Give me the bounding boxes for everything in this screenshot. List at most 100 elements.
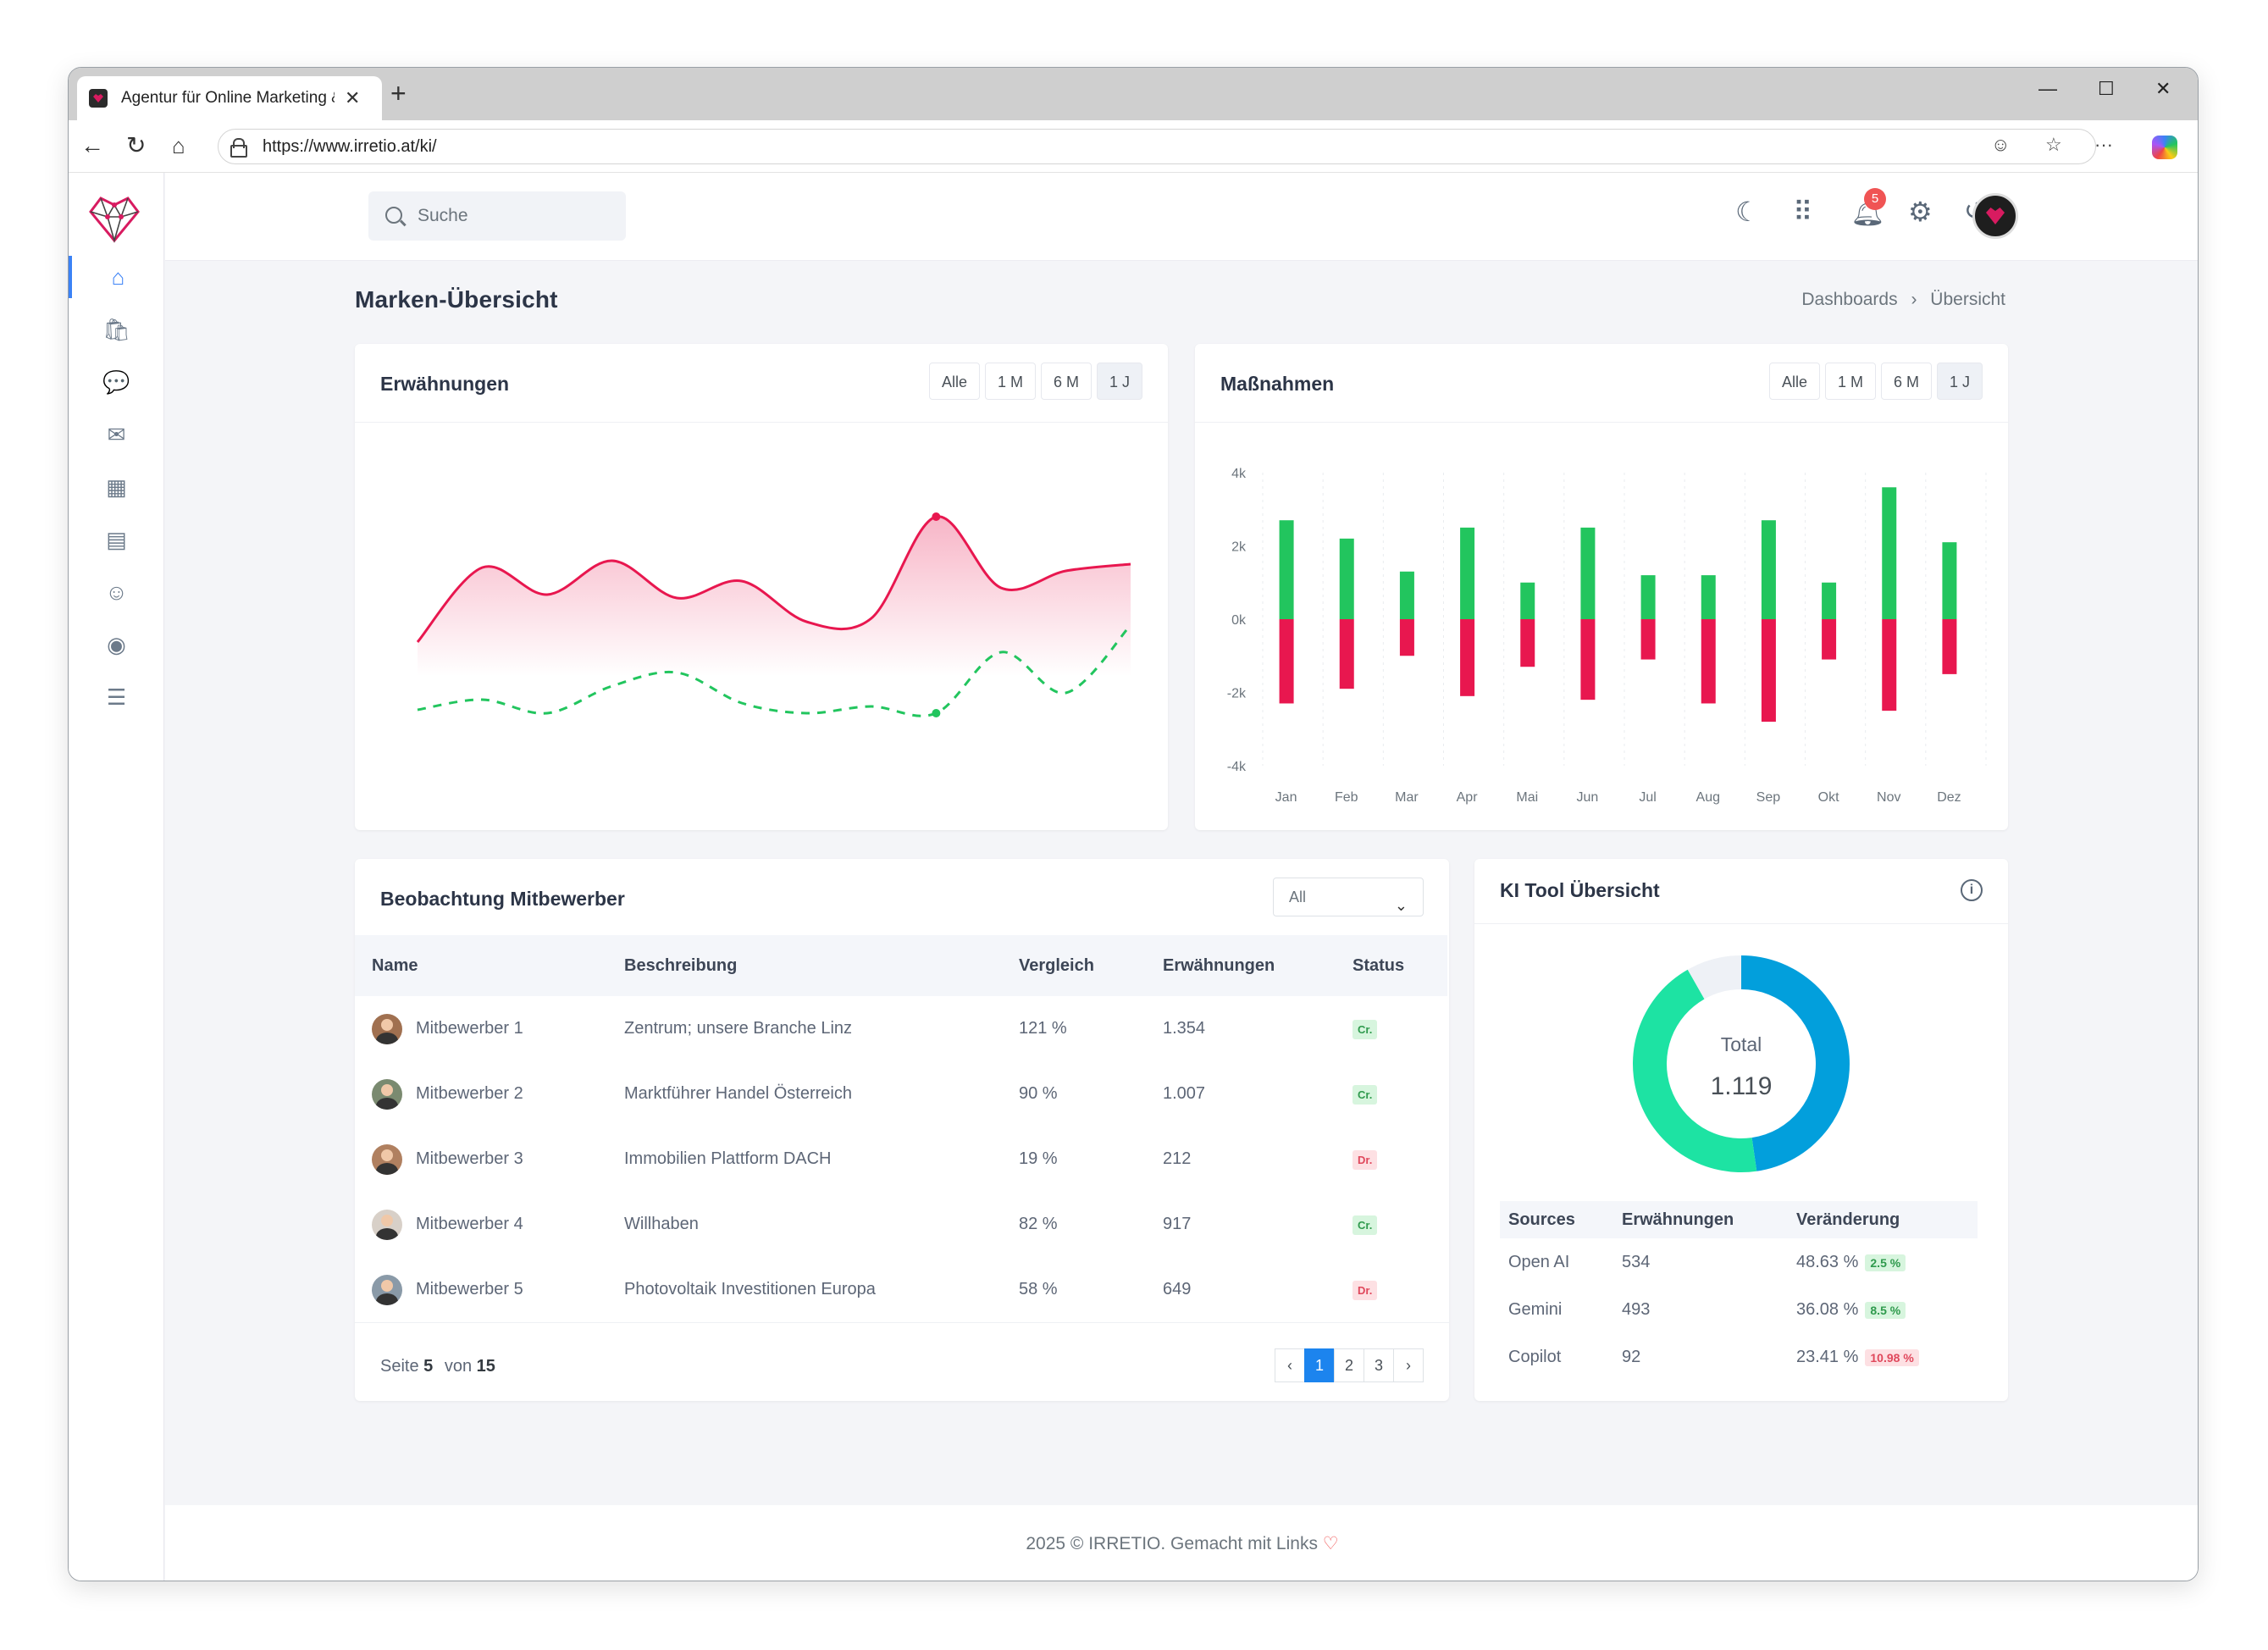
range-1m-button[interactable]: 1 M [1824, 363, 1876, 400]
shopping-bag-icon: 🛍 [102, 316, 130, 342]
col-status[interactable]: Status [1336, 935, 1447, 996]
bar-positive [1942, 542, 1957, 619]
competitor-mentions: 917 [1163, 1215, 1192, 1233]
x-tick-label: Apr [1457, 790, 1479, 805]
breadcrumb-root[interactable]: Dashboards [1801, 290, 1898, 309]
source-share: 23.41 % [1796, 1347, 1859, 1366]
table-header-row: Name Beschreibung Vergleich Erwähnungen … [355, 935, 1447, 996]
table-row[interactable]: Mitbewerber 3 Immobilien Plattform DACH … [355, 1127, 1447, 1192]
table-row[interactable]: Mitbewerber 1 Zentrum; unsere Branche Li… [355, 996, 1447, 1061]
back-icon[interactable]: ← [80, 132, 104, 158]
url-field[interactable]: https://www.irretio.at/ki/ [218, 129, 2096, 164]
table-row[interactable]: Mitbewerber 2 Marktführer Handel Österre… [355, 1061, 1447, 1127]
info-icon[interactable]: i [1961, 879, 1983, 901]
table-row[interactable]: Mitbewerber 5 Photovoltaik Investitionen… [355, 1257, 1447, 1322]
tab-close-icon[interactable]: ✕ [345, 87, 361, 108]
home-icon[interactable]: ⌂ [172, 133, 185, 158]
range-all-button[interactable]: Alle [1768, 363, 1820, 400]
page-3-button[interactable]: 3 [1364, 1348, 1394, 1382]
x-tick-label: Mar [1395, 790, 1419, 805]
notification-bell-icon[interactable]: 🔔︎ 5 [1850, 188, 1886, 229]
competitor-name[interactable]: Mitbewerber 2 [416, 1084, 523, 1103]
avatar [372, 1209, 402, 1240]
competitor-name[interactable]: Mitbewerber 5 [416, 1280, 523, 1298]
col-name[interactable]: Name [355, 935, 607, 996]
dark-mode-icon[interactable]: ☾ [1735, 197, 1760, 227]
sidebar-item-mail[interactable]: ✉ [69, 413, 164, 456]
bar-negative [1339, 619, 1354, 689]
source-share: 36.08 % [1796, 1299, 1859, 1319]
bar-negative [1520, 619, 1535, 667]
maximize-icon[interactable]: ☐ [2098, 78, 2115, 99]
sidebar-item-profile[interactable]: ◉ [69, 623, 164, 666]
col-compare[interactable]: Vergleich [1002, 935, 1146, 996]
range-1m-button[interactable]: 1 M [984, 363, 1036, 400]
col-mentions[interactable]: Erwähnungen [1146, 935, 1336, 996]
browser-tab[interactable]: Agentur für Online Marketing & ✕ [77, 76, 382, 120]
competitor-name[interactable]: Mitbewerber 4 [416, 1215, 523, 1233]
avatar [372, 1143, 402, 1175]
range-6m-button[interactable]: 6 M [1040, 363, 1092, 400]
minimize-icon[interactable]: — [2038, 78, 2057, 99]
search-icon [385, 207, 402, 224]
x-tick-label: Aug [1696, 790, 1720, 805]
sidebar-item-calendar[interactable]: ▦ [69, 466, 164, 508]
apps-grid-icon[interactable]: ⠿ [1793, 197, 1813, 227]
x-tick-label: Jul [1639, 790, 1656, 805]
tab-title: Agentur für Online Marketing & [121, 89, 335, 107]
mentions-chart [416, 512, 1132, 717]
bar-negative [1761, 619, 1776, 723]
mentions-area [418, 516, 1131, 676]
bar-negative [1701, 619, 1716, 704]
page-current: 5 [423, 1357, 434, 1376]
reader-icon[interactable]: ☺ [1991, 134, 2011, 155]
table-row[interactable]: Mitbewerber 4 Willhaben 82 % 917 Cr. [355, 1192, 1447, 1257]
sidebar-item-home[interactable]: ⌂ [69, 256, 164, 298]
reload-icon[interactable]: ↻ [126, 132, 147, 158]
search-input[interactable]: Suche [368, 191, 626, 241]
sidebar-item-chat[interactable]: 💬 [69, 361, 164, 403]
competitor-filter-select[interactable]: All ⌄ [1273, 878, 1424, 916]
range-6m-button[interactable]: 6 M [1880, 363, 1932, 400]
col-description[interactable]: Beschreibung [607, 935, 1002, 996]
mentions-range-selector: Alle 1 M 6 M 1 J [928, 363, 1142, 400]
range-1y-button[interactable]: 1 J [1096, 363, 1142, 400]
competitors-title: Beobachtung Mitbewerber [380, 888, 625, 910]
sidebar-item-tickets[interactable]: ▤ [69, 518, 164, 561]
change-badge: 2.5 % [1865, 1254, 1906, 1271]
y-tick-label: 0k [1231, 613, 1247, 628]
competitor-name[interactable]: Mitbewerber 3 [416, 1149, 523, 1168]
prev-page-button[interactable]: ‹ [1275, 1348, 1305, 1382]
sidebar-item-documents[interactable]: ☰ [69, 676, 164, 718]
heart-icon: ♡ [1322, 1534, 1339, 1553]
page-2-button[interactable]: 2 [1334, 1348, 1364, 1382]
source-share: 48.63 % [1796, 1252, 1859, 1271]
settings-gear-icon[interactable]: ⚙ [1908, 197, 1933, 227]
competitor-name[interactable]: Mitbewerber 1 [416, 1019, 523, 1038]
range-1y-button[interactable]: 1 J [1936, 363, 1983, 400]
next-page-button[interactable]: › [1393, 1348, 1424, 1382]
sidebar-item-emoji[interactable]: ☺ [69, 571, 164, 613]
sidebar-item-shop[interactable]: 🛍 [69, 308, 164, 351]
new-tab-icon[interactable]: + [390, 78, 407, 108]
trend-series-line [417, 623, 1132, 717]
ki-tool-card: KI Tool Übersicht i Total 1.119 Sources … [1474, 859, 2008, 1401]
more-menu-icon[interactable]: ··· [2094, 134, 2113, 155]
source-name: Open AI [1508, 1252, 1570, 1271]
source-mentions: 92 [1622, 1347, 1641, 1366]
site-favicon-icon [89, 89, 108, 108]
ki-tool-donut-chart [1633, 955, 1850, 1172]
bar-positive [1822, 582, 1837, 619]
top-bar: Suche ☾ ⠿ 🔔︎5 ⚙ ↺ [165, 173, 2198, 261]
copilot-icon[interactable] [2152, 136, 2177, 159]
favorite-star-icon[interactable]: ☆ [2045, 134, 2062, 155]
brand-logo-icon[interactable] [87, 191, 141, 246]
range-all-button[interactable]: Alle [928, 363, 980, 400]
page-1-button[interactable]: 1 [1304, 1348, 1335, 1382]
source-name: Copilot [1508, 1347, 1562, 1366]
competitor-description: Zentrum; unsere Branche Linz [624, 1019, 853, 1038]
user-avatar[interactable] [1972, 193, 2018, 239]
donut-slice [1633, 969, 1757, 1172]
change-badge: 8.5 % [1865, 1301, 1906, 1319]
close-window-icon[interactable]: ✕ [2155, 78, 2171, 99]
